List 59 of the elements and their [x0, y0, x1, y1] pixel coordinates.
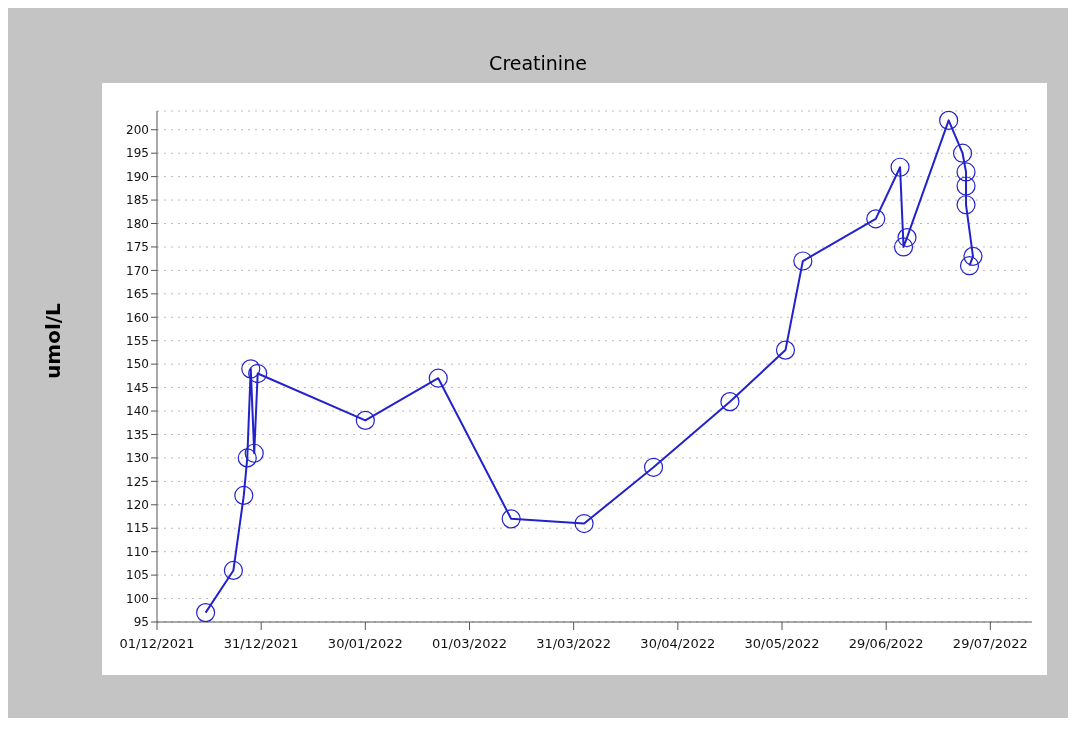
x-tick-label: 30/04/2022 — [640, 636, 716, 651]
point — [793, 251, 813, 271]
point — [956, 195, 976, 215]
y-tick-label: 175 — [126, 240, 149, 255]
x-tick-label: 30/01/2022 — [327, 636, 403, 651]
point — [959, 256, 980, 276]
point — [574, 513, 594, 534]
point — [939, 111, 959, 130]
y-tick-label: 100 — [126, 591, 149, 606]
y-axis-title: umol/L — [40, 303, 65, 379]
point — [501, 509, 521, 529]
y-tick-label: 185 — [126, 193, 149, 208]
y-tick-label: 110 — [126, 544, 149, 559]
y-tick-label: 95 — [133, 615, 149, 630]
point — [890, 157, 910, 177]
point — [248, 363, 268, 384]
point — [963, 246, 983, 266]
x-tick-label: 31/03/2022 — [536, 636, 612, 651]
y-tick-label: 160 — [126, 310, 149, 325]
x-tick-label: 29/07/2022 — [952, 636, 1028, 651]
y-tick-label: 200 — [126, 123, 149, 138]
y-tick-label: 190 — [126, 169, 149, 184]
x-tick-label: 01/03/2022 — [432, 636, 507, 651]
point — [223, 560, 243, 581]
y-tick-label: 115 — [126, 521, 149, 536]
point — [893, 237, 914, 257]
point — [355, 410, 375, 431]
y-tick-label: 140 — [126, 404, 149, 419]
point — [897, 227, 917, 248]
x-tick-label: 01/12/2021 — [119, 636, 195, 651]
x-tick-label: 30/05/2022 — [744, 636, 820, 651]
x-tick-label: 31/12/2021 — [223, 636, 299, 651]
point — [956, 176, 976, 196]
y-tick-label: 155 — [126, 333, 149, 348]
point — [428, 368, 448, 388]
point — [775, 340, 796, 360]
point — [234, 485, 254, 506]
y-tick-label: 135 — [126, 427, 149, 442]
point — [244, 443, 264, 463]
y-tick-label: 150 — [126, 357, 149, 372]
y-tick-label: 130 — [126, 451, 149, 466]
y-tick-label: 195 — [126, 146, 149, 161]
point — [643, 457, 664, 477]
y-tick-label: 170 — [126, 263, 149, 278]
y-tick-label: 145 — [126, 380, 149, 395]
point — [196, 603, 216, 622]
point — [237, 448, 257, 468]
y-tick-label: 165 — [126, 287, 149, 302]
point — [241, 359, 261, 379]
chart-title: Creatinine — [488, 52, 588, 74]
y-tick-label: 125 — [126, 474, 149, 489]
y-tick-label: 120 — [126, 498, 149, 513]
point — [956, 162, 976, 182]
y-tick-label: 105 — [126, 568, 149, 583]
point — [720, 392, 740, 412]
point — [866, 209, 886, 229]
x-tick-label: 29/06/2022 — [848, 636, 924, 651]
y-tick-label: 180 — [126, 216, 149, 231]
point — [952, 143, 973, 163]
